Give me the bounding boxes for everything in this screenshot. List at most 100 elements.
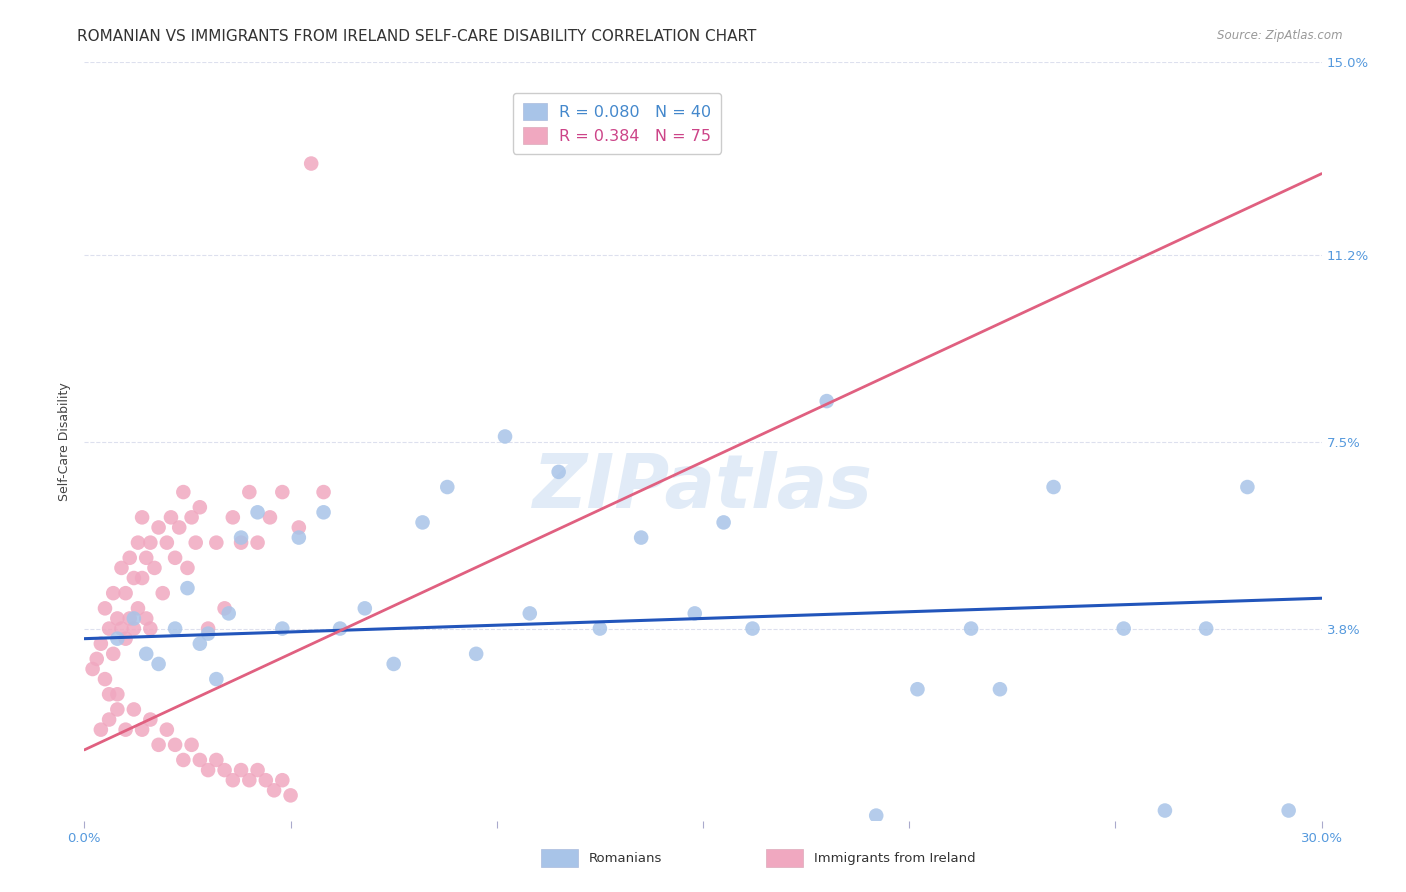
Point xyxy=(246,763,269,777)
Point xyxy=(630,531,652,545)
Point xyxy=(105,702,128,716)
Point xyxy=(205,535,228,549)
Point xyxy=(188,500,211,515)
Point xyxy=(547,465,569,479)
Point xyxy=(122,571,145,585)
Point xyxy=(139,622,162,636)
Point xyxy=(114,632,136,646)
Point xyxy=(110,561,132,575)
Text: Source: ZipAtlas.com: Source: ZipAtlas.com xyxy=(1218,29,1343,42)
Point xyxy=(110,622,132,636)
Point xyxy=(127,535,149,549)
Point xyxy=(148,738,170,752)
Point xyxy=(118,611,141,625)
Point xyxy=(465,647,488,661)
Point xyxy=(815,394,838,409)
Point xyxy=(122,702,145,716)
Point xyxy=(156,535,179,549)
Point xyxy=(312,485,335,500)
Point xyxy=(229,531,252,545)
Point xyxy=(205,672,228,686)
Point xyxy=(214,763,236,777)
Point xyxy=(98,713,121,727)
Point xyxy=(960,622,983,636)
Point xyxy=(259,510,281,524)
Legend: R = 0.080   N = 40, R = 0.384   N = 75: R = 0.080 N = 40, R = 0.384 N = 75 xyxy=(513,93,721,153)
Text: ROMANIAN VS IMMIGRANTS FROM IRELAND SELF-CARE DISABILITY CORRELATION CHART: ROMANIAN VS IMMIGRANTS FROM IRELAND SELF… xyxy=(77,29,756,44)
Point xyxy=(436,480,458,494)
Point xyxy=(1112,622,1135,636)
Point xyxy=(246,505,269,519)
Point xyxy=(1278,804,1301,818)
Point xyxy=(288,531,311,545)
Point xyxy=(353,601,375,615)
Point xyxy=(288,520,311,534)
Point xyxy=(589,622,612,636)
Point xyxy=(172,753,194,767)
Point xyxy=(118,550,141,565)
Point xyxy=(329,622,352,636)
Point xyxy=(988,682,1011,697)
Point xyxy=(205,753,228,767)
Point xyxy=(139,535,162,549)
Text: Immigrants from Ireland: Immigrants from Ireland xyxy=(814,852,976,864)
Y-axis label: Self-Care Disability: Self-Care Disability xyxy=(58,382,72,501)
Point xyxy=(197,626,219,640)
Point xyxy=(1042,480,1064,494)
Point xyxy=(222,510,245,524)
Point xyxy=(135,647,157,661)
Point xyxy=(135,611,157,625)
Point xyxy=(131,510,153,524)
Point xyxy=(280,789,302,803)
Point xyxy=(156,723,179,737)
Point xyxy=(165,622,187,636)
Point xyxy=(165,550,187,565)
Point xyxy=(103,647,125,661)
Point xyxy=(263,783,285,797)
Point xyxy=(382,657,405,671)
Point xyxy=(184,535,207,549)
Point xyxy=(229,535,252,549)
Point xyxy=(98,687,121,701)
Point xyxy=(271,622,294,636)
Point xyxy=(122,622,145,636)
Point xyxy=(312,505,335,519)
Point xyxy=(271,773,294,788)
Point xyxy=(143,561,166,575)
Point xyxy=(246,535,269,549)
Point xyxy=(114,586,136,600)
Point xyxy=(197,763,219,777)
Point xyxy=(229,763,252,777)
Point xyxy=(180,738,202,752)
Text: Romanians: Romanians xyxy=(589,852,662,864)
Point xyxy=(167,520,190,534)
Point xyxy=(86,652,108,666)
Point xyxy=(1195,622,1218,636)
Point xyxy=(172,485,194,500)
Point xyxy=(299,156,322,170)
Point xyxy=(180,510,202,524)
Point xyxy=(90,723,112,737)
Point xyxy=(135,550,157,565)
Point xyxy=(519,607,541,621)
Point xyxy=(176,561,198,575)
Point xyxy=(176,581,198,595)
Point xyxy=(1154,804,1177,818)
Point xyxy=(139,713,162,727)
Point xyxy=(238,773,260,788)
Point xyxy=(412,516,434,530)
Point xyxy=(82,662,104,676)
Point xyxy=(741,622,763,636)
Point xyxy=(1236,480,1258,494)
Point xyxy=(131,571,153,585)
Point xyxy=(713,516,735,530)
Point xyxy=(148,520,170,534)
Point xyxy=(152,586,174,600)
Point xyxy=(683,607,706,621)
Point xyxy=(271,485,294,500)
Point xyxy=(214,601,236,615)
Point xyxy=(222,773,245,788)
Point xyxy=(131,723,153,737)
Point xyxy=(494,429,516,443)
Point xyxy=(188,753,211,767)
